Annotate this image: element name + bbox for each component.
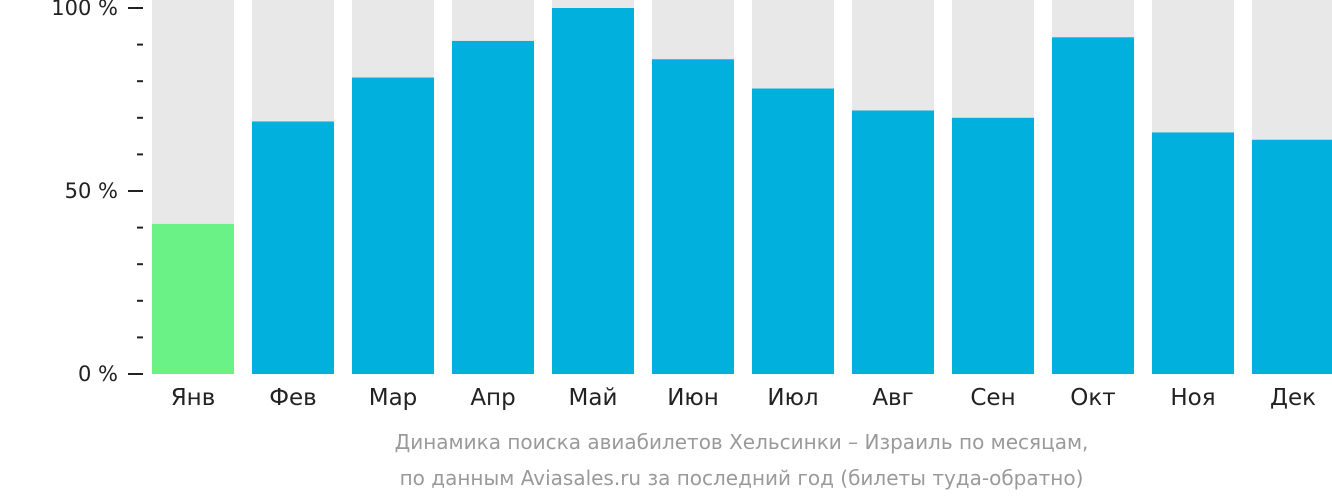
y-tick-label: 0 %: [78, 362, 118, 386]
bar-6: [652, 59, 734, 375]
bar-8: [852, 110, 934, 374]
bar-7: [752, 88, 834, 375]
bar-2: [252, 121, 334, 375]
x-tick-label: Сен: [970, 385, 1015, 411]
bar-11: [1152, 132, 1234, 374]
bar-5: [552, 8, 634, 374]
x-tick-label: Июл: [767, 385, 818, 411]
x-tick-label: Фев: [269, 385, 317, 411]
y-tick-label: 50 %: [65, 179, 118, 203]
x-tick-label: Ноя: [1170, 385, 1215, 411]
x-tick-label: Апр: [470, 385, 515, 411]
x-tick-label: Июн: [667, 385, 719, 411]
bar-chart: Янв Фев Мар Апр Май Июн Июл Авг Сен Окт Ноя Дек 0 % 5…: [51, 0, 1332, 411]
x-tick-label: Дек: [1270, 385, 1316, 411]
bar-3: [352, 77, 434, 374]
chart-caption-line-1: Динамика поиска авиабилетов Хельсинки – …: [394, 430, 1089, 454]
bar-12: [1252, 139, 1332, 374]
bar-4: [452, 40, 534, 374]
bar-1: [152, 223, 234, 374]
bar-10: [1052, 37, 1134, 374]
x-tick-label: Янв: [171, 385, 216, 411]
chart-caption-line-2: по данным Aviasales.ru за последний год …: [399, 466, 1084, 490]
y-tick-label: 100 %: [51, 0, 118, 20]
x-tick-label: Авг: [872, 385, 913, 411]
x-tick-label: Окт: [1070, 385, 1115, 411]
x-tick-label: Май: [569, 385, 618, 411]
bar-9: [952, 117, 1034, 375]
x-tick-label: Мар: [369, 385, 418, 411]
